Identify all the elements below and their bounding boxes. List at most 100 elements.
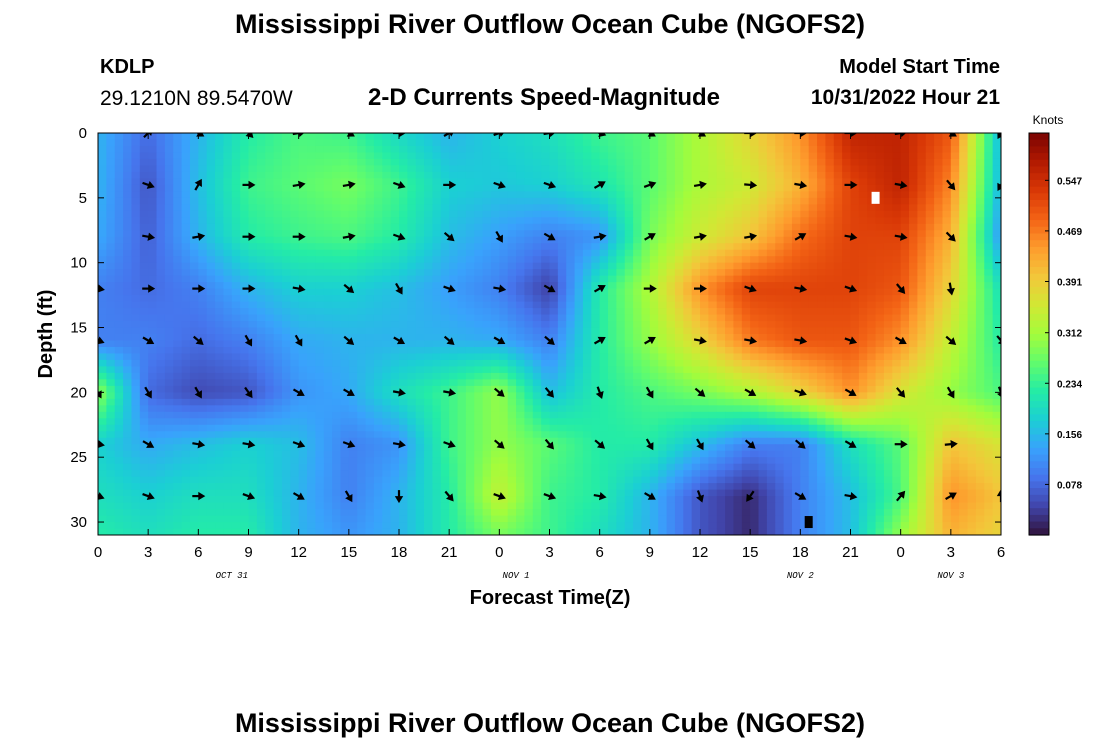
heatmap-cell: [858, 398, 868, 406]
heatmap-cell: [557, 197, 567, 205]
heatmap-cell: [616, 133, 626, 141]
heatmap-cell: [215, 249, 225, 257]
heatmap-cell: [934, 295, 944, 303]
heatmap-cell: [164, 249, 174, 257]
heatmap-cell: [449, 145, 459, 154]
heatmap-cell: [139, 308, 149, 316]
heatmap-cell: [967, 178, 977, 186]
heatmap-cell: [858, 210, 868, 218]
heatmap-cell: [975, 210, 985, 218]
heatmap-cell: [582, 301, 592, 309]
heatmap-cell: [340, 424, 350, 432]
heatmap-cell: [649, 366, 659, 374]
heatmap-cell: [750, 405, 760, 413]
heatmap-cell: [499, 411, 509, 419]
heatmap-cell: [758, 217, 768, 225]
heatmap-cell: [440, 340, 450, 348]
heatmap-cell: [691, 334, 701, 342]
heatmap-cell: [842, 217, 852, 225]
heatmap-cell: [474, 340, 484, 348]
heatmap-cell: [549, 178, 559, 186]
heatmap-cell: [156, 431, 166, 439]
heatmap-cell: [733, 158, 743, 167]
heatmap-cell: [917, 314, 927, 322]
heatmap-cell: [666, 152, 676, 160]
heatmap-cell: [909, 165, 918, 173]
heatmap-cell: [733, 359, 743, 368]
heatmap-cell: [499, 372, 509, 380]
heatmap-cell: [432, 321, 442, 329]
heatmap-cell: [465, 346, 475, 355]
heatmap-cell: [516, 379, 526, 387]
heatmap-cell: [223, 236, 233, 244]
heatmap-cell: [591, 197, 601, 205]
heatmap-cell: [365, 411, 375, 419]
heatmap-cell: [499, 282, 509, 290]
heatmap-cell: [591, 418, 601, 426]
heatmap-cell: [700, 204, 709, 212]
heatmap-cell: [683, 372, 693, 380]
heatmap-cell: [449, 139, 459, 147]
heatmap-cell: [733, 366, 743, 374]
heatmap-cell: [858, 145, 868, 154]
heatmap-cell: [148, 334, 158, 342]
heatmap-cell: [658, 353, 668, 361]
heatmap-cell: [215, 243, 225, 251]
heatmap-cell: [382, 223, 392, 231]
heatmap-cell: [139, 346, 149, 355]
heatmap-cell: [950, 392, 960, 400]
heatmap-cell: [758, 288, 768, 296]
heatmap-cell: [624, 295, 634, 303]
heatmap-cell: [357, 288, 367, 296]
heatmap-cell: [148, 184, 158, 192]
heatmap-cell: [315, 334, 325, 342]
heatmap-cell: [633, 334, 643, 342]
heatmap-cell: [984, 197, 994, 205]
heatmap-cell: [307, 372, 316, 380]
heatmap-cell: [273, 321, 283, 329]
heatmap-cell: [482, 133, 492, 141]
heatmap-cell: [474, 262, 484, 270]
heatmap-cell: [975, 145, 985, 154]
heatmap-cell: [399, 418, 408, 426]
heatmap-cell: [281, 295, 291, 303]
heatmap-cell: [641, 379, 651, 387]
heatmap-cell: [499, 158, 509, 167]
heatmap-cell: [131, 152, 141, 160]
heatmap-cell: [582, 321, 592, 329]
heatmap-cell: [265, 327, 275, 335]
heatmap-cell: [666, 243, 676, 251]
heatmap-cell: [975, 184, 985, 192]
heatmap-cell: [173, 346, 183, 355]
heatmap-cell: [156, 372, 166, 380]
heatmap-cell: [123, 334, 133, 342]
heatmap-cell: [265, 262, 275, 270]
heatmap-cell: [248, 269, 258, 277]
heatmap-cell: [900, 418, 910, 426]
heatmap-cell: [265, 223, 275, 231]
heatmap-cell: [984, 366, 994, 374]
heatmap-cell: [608, 210, 617, 218]
heatmap-cell: [616, 385, 626, 393]
heatmap-cell: [766, 321, 776, 329]
heatmap-cell: [599, 249, 609, 257]
heatmap-cell: [633, 327, 643, 335]
heatmap-cell: [248, 411, 258, 419]
heatmap-cell: [281, 301, 291, 309]
heatmap-cell: [516, 321, 526, 329]
heatmap-cell: [633, 359, 643, 368]
heatmap-cell: [215, 411, 225, 419]
heatmap-cell: [599, 327, 609, 335]
heatmap-cell: [633, 139, 643, 147]
heatmap-cell: [215, 308, 225, 316]
heatmap-cell: [817, 152, 827, 160]
heatmap-cell: [624, 249, 634, 257]
heatmap-cell: [959, 366, 969, 374]
heatmap-cell: [482, 334, 492, 342]
heatmap-cell: [449, 133, 459, 141]
heatmap-cell: [658, 152, 668, 160]
heatmap-cell: [725, 295, 735, 303]
heatmap-cell: [934, 269, 944, 277]
heatmap-cell: [766, 191, 776, 199]
heatmap-cell: [641, 171, 651, 179]
